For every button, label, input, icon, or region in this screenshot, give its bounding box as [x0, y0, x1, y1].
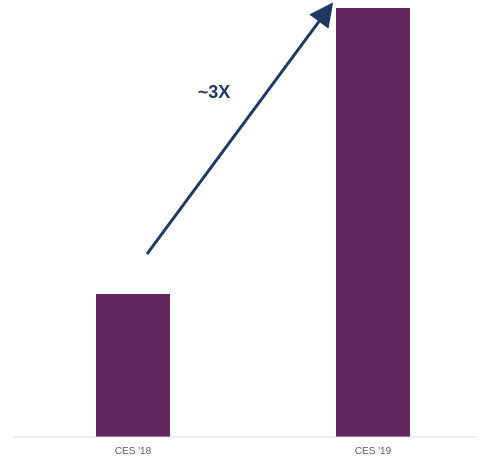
x-tick-label: CES '18: [115, 446, 152, 457]
bar-ces-18: [96, 294, 170, 437]
bars-layer: [96, 8, 410, 437]
growth-arrow: [145, 2, 334, 255]
growth-annotation: ~3X: [198, 82, 231, 102]
bar-ces-19: [336, 8, 410, 437]
x-tick-label: CES '19: [355, 446, 392, 457]
x-tick-labels: CES '18 CES '19: [115, 446, 392, 457]
